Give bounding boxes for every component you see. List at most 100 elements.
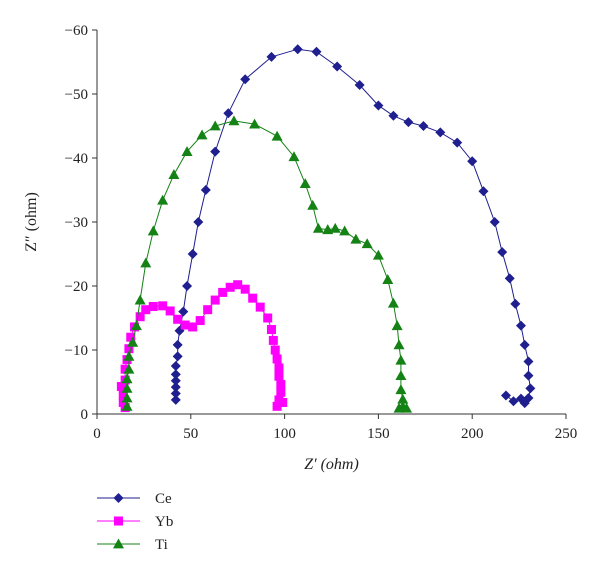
x-axis-label: Z′ (ohm): [304, 456, 359, 473]
series-yb-point: [274, 363, 284, 373]
series-ti-point: [391, 320, 403, 331]
series-ti-point: [228, 115, 240, 126]
series-ti-point: [339, 225, 351, 236]
series-yb-point: [126, 332, 136, 342]
series-ti-point: [387, 297, 399, 308]
series-ce-point: [170, 361, 181, 371]
series-ce-point: [354, 80, 365, 91]
y-tick-label: −20: [65, 279, 88, 295]
legend-marker-ti: [113, 538, 124, 549]
y-tick-label: −40: [65, 151, 88, 167]
series-ce-point: [508, 396, 519, 407]
series-ti-point: [271, 130, 283, 141]
series-ti-point: [249, 118, 261, 129]
series-ti-point: [372, 249, 384, 260]
series-ce-point: [172, 351, 183, 362]
series-ce-point: [210, 146, 221, 157]
axes: 0 50 100 150 200 250 0 −10 −20 −30 −40 −50 −60: [65, 23, 578, 442]
series-ce-point: [504, 273, 515, 284]
series-ti-point: [209, 120, 221, 131]
series-ti-point: [299, 178, 311, 188]
series-yb-point: [248, 293, 258, 303]
series-yb-point: [268, 335, 278, 345]
series-ti-point: [393, 339, 405, 350]
x-tick-label: 50: [183, 426, 198, 442]
series-ce-point: [311, 46, 322, 57]
series-ce-point: [170, 375, 181, 386]
series-yb-point: [255, 302, 265, 312]
series-ce-point: [193, 217, 204, 227]
series-ce-point: [519, 339, 530, 350]
series-ce-point: [332, 61, 343, 72]
series-ti-point: [288, 151, 300, 162]
legend-label-ti: Ti: [155, 537, 168, 553]
series-yb-point: [233, 280, 243, 290]
series-ce-point: [523, 356, 534, 367]
series-yb-point: [188, 322, 198, 332]
series-yb-point: [210, 295, 220, 305]
series-ce-point: [240, 74, 251, 85]
series-ce-point: [478, 186, 489, 197]
series-ce-point: [187, 249, 198, 259]
series-ce-point: [525, 383, 536, 394]
series-ti-point: [121, 373, 133, 384]
series-ce-point: [170, 388, 181, 399]
series-ti-point: [329, 222, 341, 233]
series-yb-point: [263, 313, 273, 323]
series-ce-point: [266, 51, 277, 62]
series-layer: [116, 44, 536, 413]
legend-marker-yb: [114, 516, 123, 526]
series-yb-point: [272, 401, 282, 411]
series-ce-point: [170, 369, 181, 380]
series-ti-point: [123, 350, 135, 361]
series-ti-point: [134, 294, 146, 305]
series-yb-point: [276, 380, 286, 390]
series-yb-point: [141, 305, 151, 315]
y-tick-label: −30: [65, 215, 88, 231]
series-yb-point: [148, 301, 158, 311]
y-tick-label: −10: [65, 343, 88, 359]
series-ti-point: [140, 257, 152, 268]
legend-marker-ce: [113, 493, 124, 503]
series-yb-point: [135, 312, 145, 322]
series-ti-point: [168, 169, 180, 180]
series-ti-point: [361, 238, 373, 249]
series-yb-point: [118, 390, 128, 400]
series-yb-point: [118, 397, 128, 407]
series-yb-point: [240, 284, 250, 294]
series-ce-point: [170, 394, 181, 405]
series-ti-line: [126, 120, 407, 409]
series-ti-point: [395, 384, 407, 395]
series-ti-point: [395, 354, 407, 365]
series-ce-point: [388, 110, 399, 121]
series-ti-point: [312, 222, 324, 233]
series-yb-point: [270, 345, 280, 355]
series-ti-point: [196, 129, 208, 140]
series-ce-point: [292, 44, 303, 55]
y-tick-label: −60: [65, 23, 88, 39]
series-ti-point: [350, 233, 362, 244]
series-yb-point: [124, 344, 134, 354]
series-ce-point: [200, 185, 211, 195]
series-yb-point: [276, 387, 286, 397]
series-yb-point: [158, 301, 168, 311]
y-tick-label: 0: [81, 407, 89, 423]
series-yb-point: [274, 371, 284, 381]
series-yb-point: [272, 354, 282, 364]
series-ti-point: [393, 402, 405, 413]
series-ce-point: [403, 117, 414, 128]
legend-item-yb: Yb: [97, 514, 173, 530]
series-ti-point: [157, 194, 169, 205]
series-ce-point: [435, 127, 446, 138]
series-ti-point: [397, 393, 409, 404]
legend-label-yb: Yb: [155, 514, 173, 530]
series-ti-point: [401, 402, 413, 413]
series-yb-point: [116, 381, 126, 391]
series-yb-point: [180, 320, 190, 330]
series-ce-line: [175, 48, 531, 404]
series-yb-point: [195, 316, 205, 326]
series-ce-point: [172, 339, 183, 350]
series-ti-point: [121, 400, 133, 411]
series-ce-point: [515, 393, 526, 404]
